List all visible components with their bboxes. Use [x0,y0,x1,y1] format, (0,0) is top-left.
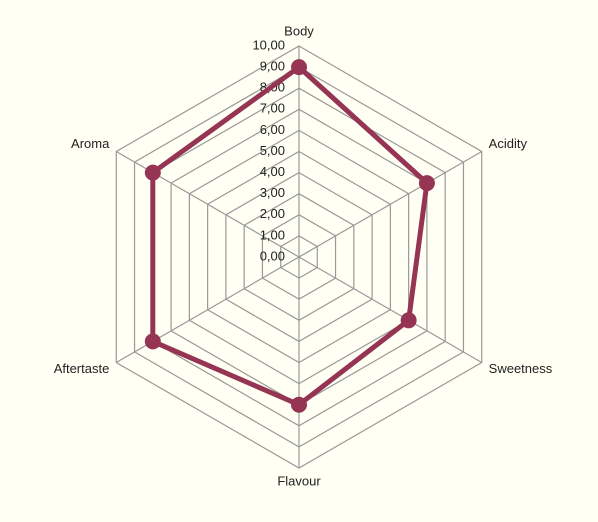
r-tick-label: 5,00 [260,143,285,158]
category-label: Acidity [489,136,528,151]
r-tick-label: 3,00 [260,185,285,200]
category-label: Sweetness [489,361,553,376]
r-tick-label: 10,00 [252,37,285,52]
axis-line [298,256,483,364]
data-point [144,333,161,350]
r-tick-label: 0,00 [260,248,285,263]
axis-line [298,150,483,258]
category-label: Flavour [277,473,321,488]
category-label: Aftertaste [54,361,110,376]
r-tick-label: 6,00 [260,122,285,137]
r-tick-label: 7,00 [260,101,285,116]
data-point [418,175,435,192]
r-tick-label: 2,00 [260,206,285,221]
data-point [291,59,307,76]
r-tick-label: 1,00 [260,227,285,242]
data-point [400,312,417,329]
data-point [144,164,161,181]
category-label: Aroma [71,136,110,151]
data-point [291,396,307,413]
r-tick-label: 9,00 [260,59,285,74]
r-tick-label: 4,00 [260,164,285,179]
category-label: Body [284,23,314,38]
